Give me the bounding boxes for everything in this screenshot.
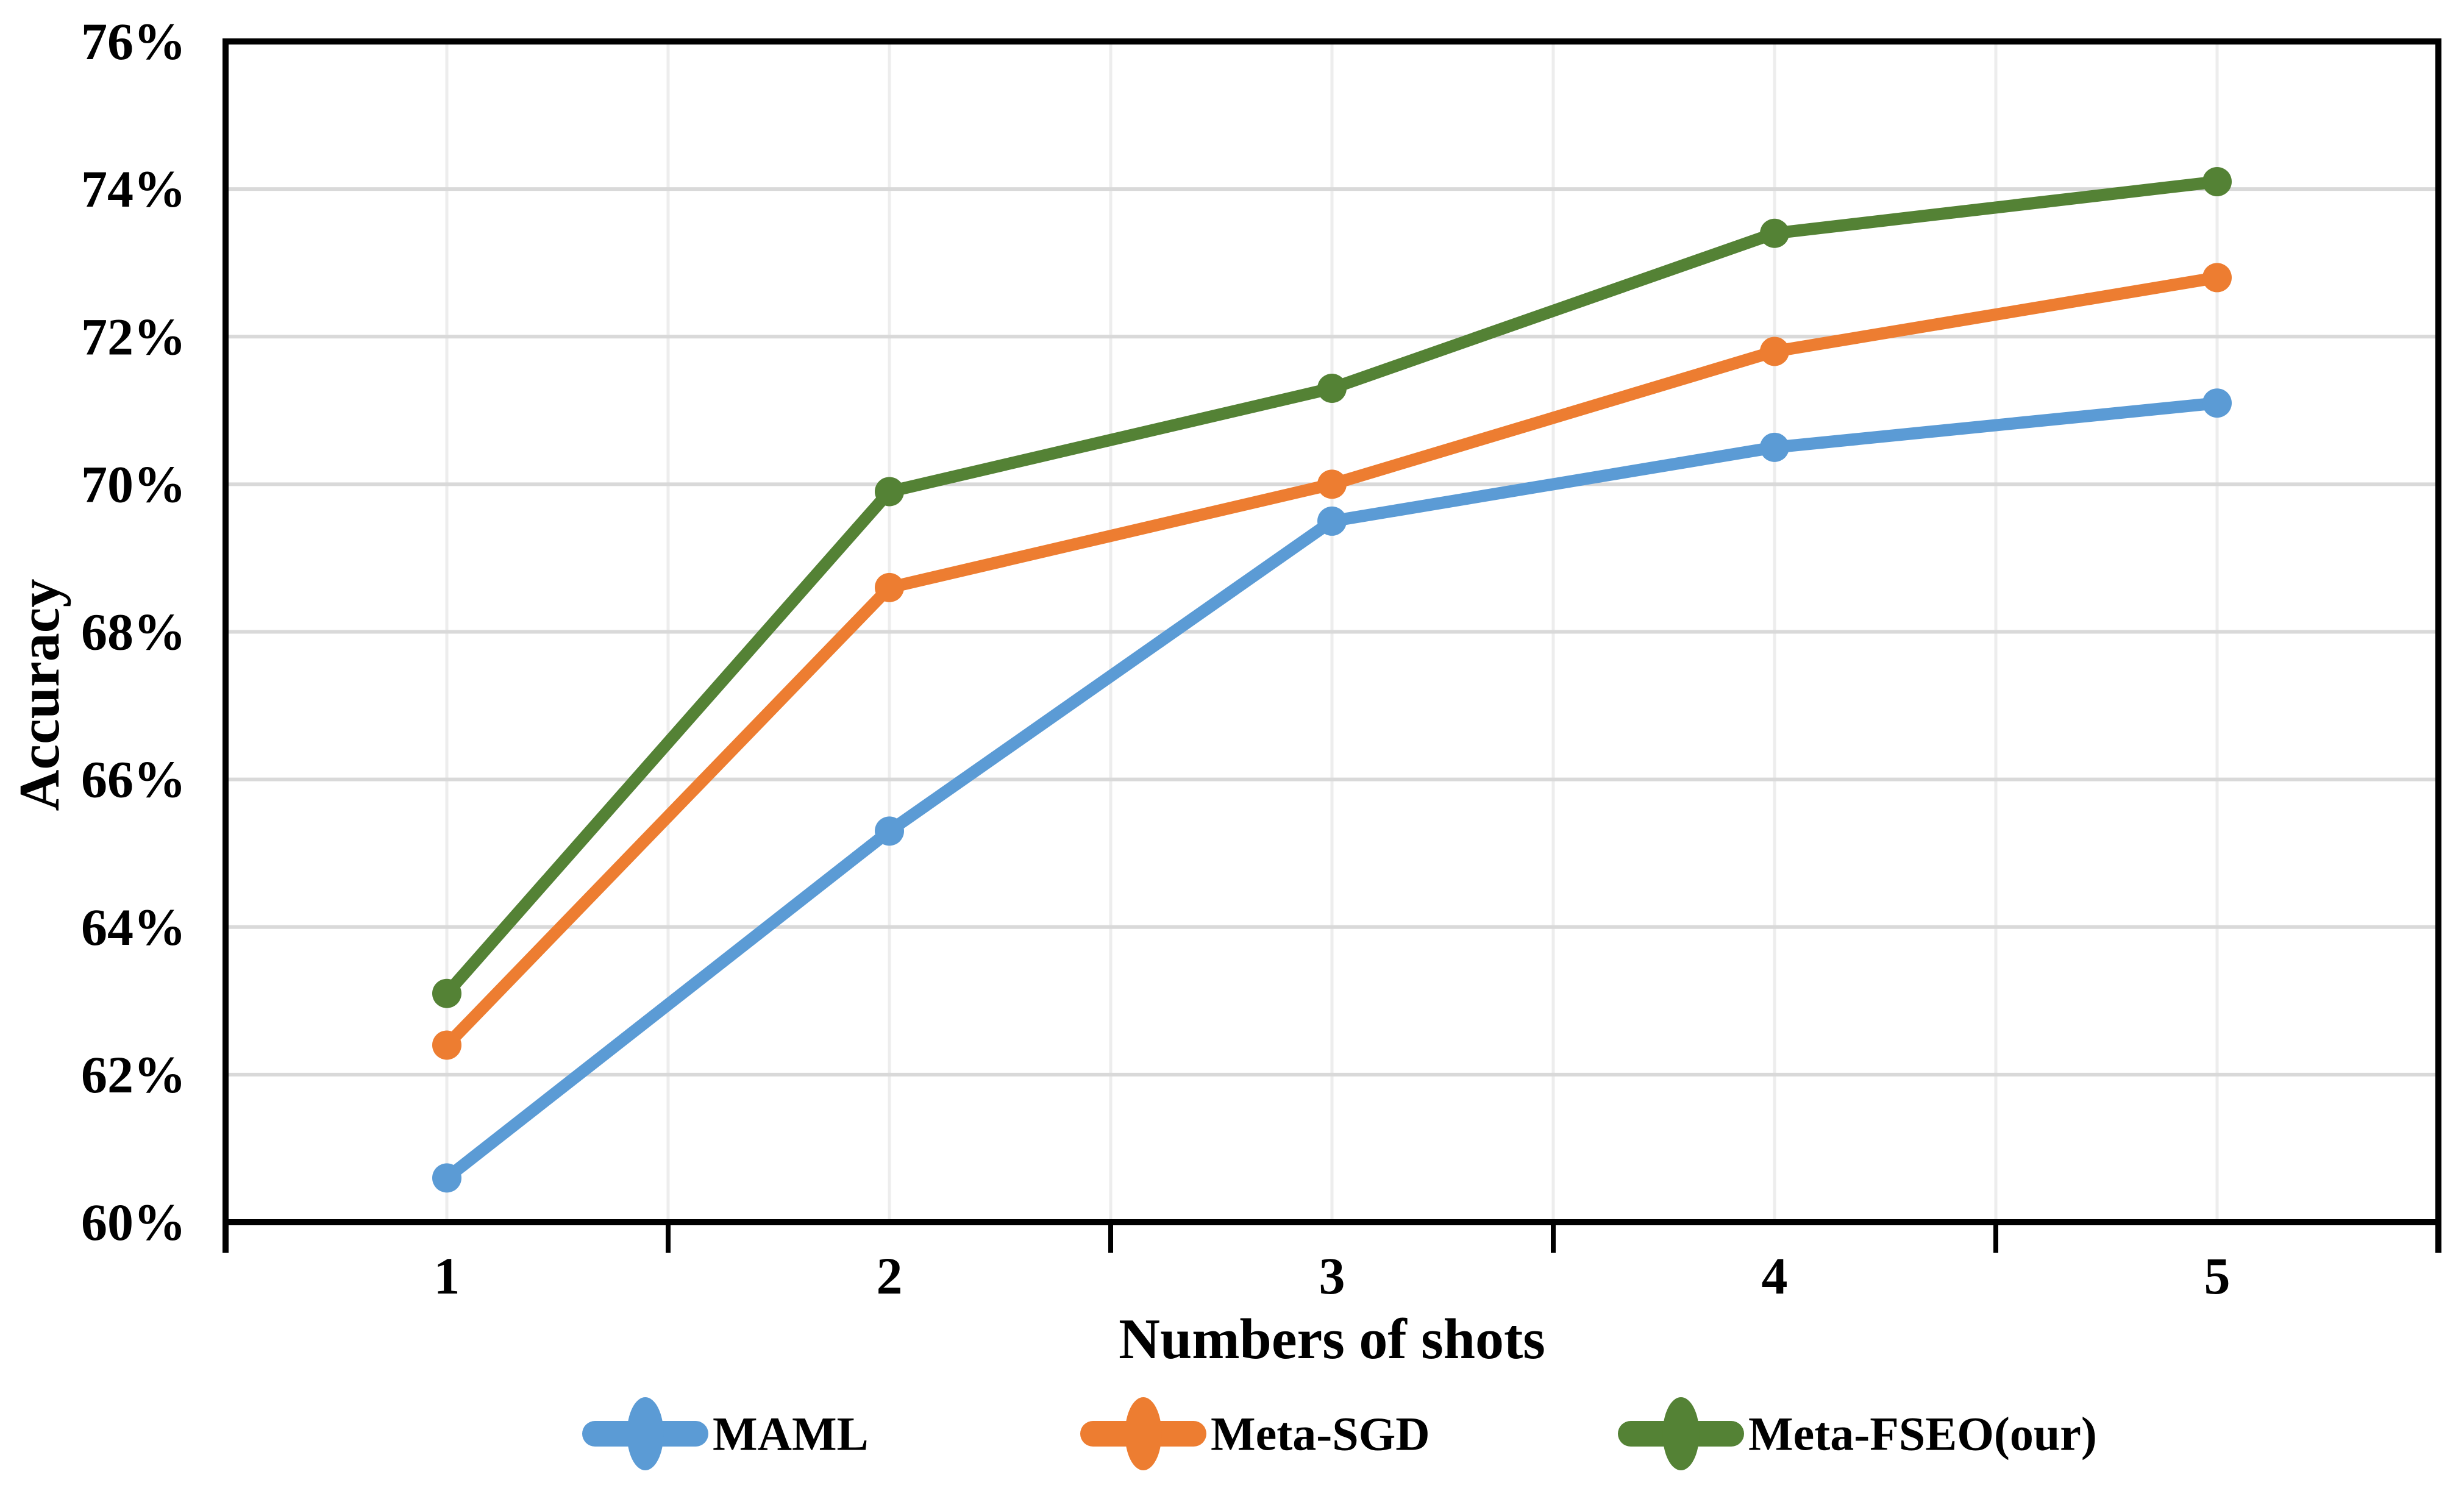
series-marker <box>1760 432 1789 462</box>
x-tick-label: 3 <box>1319 1247 1345 1305</box>
x-tick-label: 5 <box>2204 1247 2231 1305</box>
y-axis-tick-labels: 60% 62% 64% 66% 68% 70% 72% 74% 76% <box>81 12 186 1251</box>
series-marker <box>2202 263 2232 293</box>
series-marker <box>432 1163 461 1193</box>
legend-label: Meta-SGD <box>1211 1408 1430 1461</box>
series-MAML <box>432 388 2232 1193</box>
y-tick-label: 74% <box>81 160 186 218</box>
y-tick-label: 68% <box>81 603 186 661</box>
x-tick-label: 2 <box>877 1247 903 1305</box>
legend-swatch-marker <box>1125 1397 1162 1470</box>
series-marker <box>2202 167 2232 197</box>
x-axis-ticks <box>223 1222 2441 1253</box>
series-marker <box>1317 373 1347 403</box>
legend-item-Meta-FSEO(our): Meta-FSEO(our) <box>1618 1397 2097 1470</box>
legend-label: MAML <box>713 1408 869 1461</box>
series-marker <box>1317 506 1347 536</box>
series-marker <box>1317 469 1347 499</box>
legend: MAML Meta-SGD Meta-FSEO(our) <box>582 1397 2097 1470</box>
series-Meta-FSEO(our) <box>432 167 2232 1008</box>
series-Meta-SGD <box>432 263 2232 1060</box>
x-axis-tick-labels: 1 2 3 4 5 <box>434 1247 2231 1305</box>
legend-swatch-marker <box>1662 1397 1700 1470</box>
legend-item-Meta-SGD: Meta-SGD <box>1080 1397 1430 1470</box>
x-axis-title: Numbers of shots <box>1119 1308 1545 1371</box>
series-marker <box>875 816 904 846</box>
legend-item-MAML: MAML <box>582 1397 869 1470</box>
series-marker <box>1760 336 1789 366</box>
legend-swatch-marker <box>627 1397 664 1470</box>
series-marker <box>1760 218 1789 248</box>
y-tick-label: 64% <box>81 898 186 956</box>
series-marker <box>432 978 461 1008</box>
y-axis-title: Accuracy <box>8 578 71 811</box>
series-marker <box>875 477 904 507</box>
y-tick-label: 70% <box>81 455 186 513</box>
legend-label: Meta-FSEO(our) <box>1748 1408 2097 1461</box>
series-marker <box>432 1030 461 1060</box>
series-marker <box>875 572 904 602</box>
series-marker <box>2202 388 2232 418</box>
y-tick-label: 66% <box>81 750 186 809</box>
plot-borders <box>223 38 2441 1253</box>
y-tick-label: 60% <box>81 1193 186 1251</box>
y-tick-label: 76% <box>81 12 186 71</box>
y-tick-label: 72% <box>81 307 186 366</box>
x-tick-label: 1 <box>434 1247 460 1305</box>
data-series <box>432 167 2232 1193</box>
x-tick-label: 4 <box>1762 1247 1788 1305</box>
y-tick-label: 62% <box>81 1045 186 1104</box>
